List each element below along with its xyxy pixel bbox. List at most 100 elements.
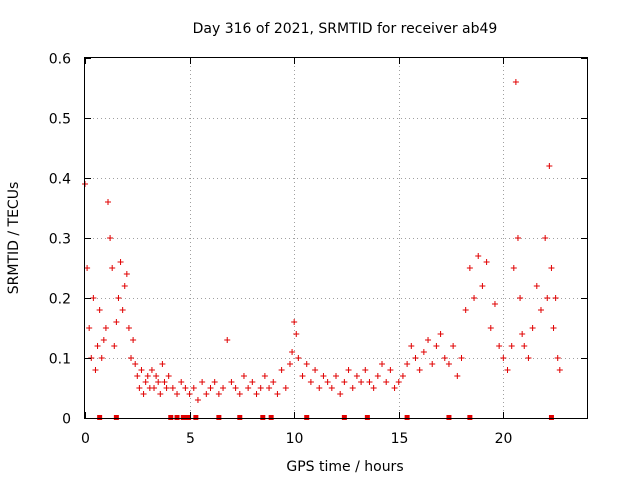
data-point xyxy=(462,307,469,313)
data-point xyxy=(420,349,427,355)
data-point xyxy=(119,307,126,313)
data-point xyxy=(100,337,107,343)
data-point xyxy=(433,343,440,349)
data-point xyxy=(514,235,521,241)
data-point xyxy=(96,307,103,313)
baseline-mark xyxy=(113,415,119,420)
baseline-mark xyxy=(268,415,274,420)
x-tick-label: 20 xyxy=(495,431,513,447)
data-point xyxy=(98,355,105,361)
data-point xyxy=(307,379,314,385)
data-point xyxy=(151,385,158,391)
data-point xyxy=(548,265,555,271)
data-point xyxy=(123,271,130,277)
data-point xyxy=(163,385,170,391)
data-point xyxy=(92,367,99,373)
x-tick-label: 10 xyxy=(286,431,304,447)
data-point xyxy=(353,373,360,379)
data-point xyxy=(546,163,553,169)
baseline-mark xyxy=(341,415,347,420)
data-point xyxy=(144,373,151,379)
data-point xyxy=(512,79,519,85)
data-point xyxy=(437,331,444,337)
data-point xyxy=(161,379,168,385)
data-point xyxy=(552,295,559,301)
data-point xyxy=(203,391,210,397)
data-point xyxy=(529,325,536,331)
data-point xyxy=(148,367,155,373)
data-point xyxy=(324,379,331,385)
data-point xyxy=(130,337,137,343)
data-point xyxy=(111,343,118,349)
baseline-marks xyxy=(97,415,554,420)
data-point xyxy=(391,385,398,391)
data-point xyxy=(278,367,285,373)
data-point xyxy=(86,325,93,331)
data-point xyxy=(519,331,526,337)
data-point xyxy=(274,391,281,397)
y-tick-label: 0.5 xyxy=(49,112,71,128)
data-point xyxy=(425,337,432,343)
data-point xyxy=(215,391,222,397)
data-point xyxy=(136,385,143,391)
data-point xyxy=(245,385,252,391)
data-point xyxy=(337,391,344,397)
data-point xyxy=(240,373,247,379)
data-point xyxy=(174,391,181,397)
data-point xyxy=(471,295,478,301)
x-tick-label: 5 xyxy=(186,431,195,447)
baseline-mark xyxy=(174,415,180,420)
baseline-mark xyxy=(304,415,310,420)
data-point xyxy=(295,355,302,361)
data-point xyxy=(479,283,486,289)
data-point xyxy=(94,343,101,349)
y-tick-label: 0.1 xyxy=(49,352,71,368)
data-point xyxy=(138,367,145,373)
data-point xyxy=(102,325,109,331)
data-point xyxy=(261,373,268,379)
data-point xyxy=(207,385,214,391)
data-point xyxy=(366,379,373,385)
data-point xyxy=(132,361,139,367)
data-point xyxy=(491,301,498,307)
y-tick-label: 0.2 xyxy=(49,292,71,308)
y-tick-label: 0 xyxy=(62,412,71,428)
data-point xyxy=(125,325,132,331)
x-tick-labels: 0 5 10 15 20 xyxy=(81,431,512,447)
data-point xyxy=(441,355,448,361)
data-point xyxy=(544,295,551,301)
data-point xyxy=(105,199,112,205)
data-point xyxy=(228,379,235,385)
data-point xyxy=(554,355,561,361)
data-point xyxy=(416,367,423,373)
data-point xyxy=(466,265,473,271)
baseline-mark xyxy=(168,415,174,420)
data-point xyxy=(556,367,563,373)
data-point xyxy=(257,385,264,391)
data-point xyxy=(445,361,452,367)
data-point xyxy=(134,373,141,379)
y-tick-label: 0.6 xyxy=(49,52,71,68)
data-point xyxy=(84,265,91,271)
data-point xyxy=(115,295,122,301)
data-point xyxy=(155,379,162,385)
data-point xyxy=(487,325,494,331)
data-point xyxy=(199,379,206,385)
data-point xyxy=(458,355,465,361)
data-point xyxy=(383,379,390,385)
data-point xyxy=(510,265,517,271)
data-point xyxy=(266,385,273,391)
data-point xyxy=(525,355,532,361)
data-point xyxy=(211,379,218,385)
x-tick-label: 15 xyxy=(391,431,409,447)
data-point xyxy=(500,355,507,361)
data-point xyxy=(128,355,135,361)
data-point xyxy=(178,379,185,385)
data-point xyxy=(379,361,386,367)
baseline-mark xyxy=(193,415,199,420)
data-point xyxy=(454,373,461,379)
data-point xyxy=(157,391,164,397)
data-point xyxy=(140,391,147,397)
y-tick-label: 0.3 xyxy=(49,232,71,248)
